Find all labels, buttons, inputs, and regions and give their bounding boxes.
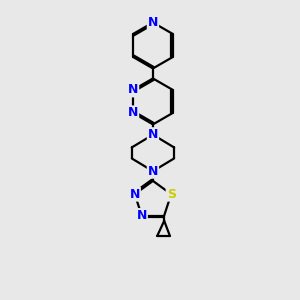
- Text: N: N: [148, 128, 158, 141]
- Text: N: N: [148, 16, 158, 29]
- Text: N: N: [136, 209, 147, 222]
- Text: N: N: [128, 83, 138, 96]
- Text: N: N: [130, 188, 140, 201]
- Text: N: N: [148, 165, 158, 178]
- Text: N: N: [128, 106, 138, 119]
- Text: S: S: [167, 188, 176, 201]
